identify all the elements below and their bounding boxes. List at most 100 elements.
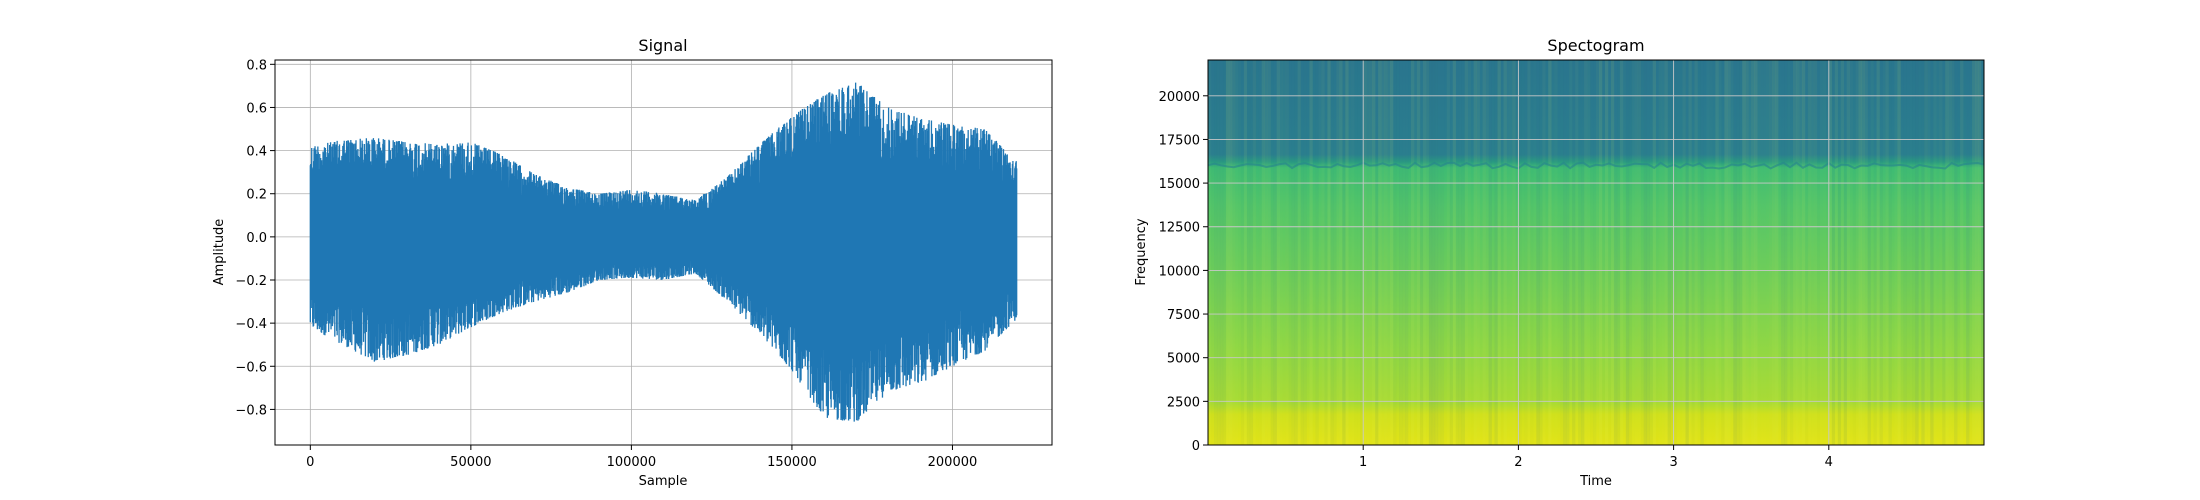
spectrogram-column (1252, 60, 1257, 445)
spectrogram-column (1243, 60, 1248, 445)
spectrogram-column (1455, 60, 1459, 445)
spectrogram-column (1739, 60, 1743, 445)
spectrogram-column (1309, 60, 1313, 445)
spectrogram-column (1792, 60, 1797, 445)
spectrogram-column (1700, 60, 1704, 445)
spectrogram-column (1354, 60, 1357, 445)
spectrogram-column (1709, 60, 1712, 445)
spectrogram-column (1912, 60, 1915, 445)
signal-y-tick-label: 0.0 (246, 231, 267, 246)
spectrogram-column (1867, 60, 1871, 445)
spectrogram-column (1876, 60, 1880, 445)
spectrogram-column (1300, 60, 1304, 445)
spectrogram-cutoff-edge (1208, 161, 1984, 170)
spectrogram-column (1966, 60, 1970, 445)
spectrogram-column (1864, 60, 1868, 445)
spectrogram-title: Spectogram (1547, 36, 1644, 55)
spectrogram-column (1500, 60, 1503, 445)
spectrogram-column (1888, 60, 1892, 445)
signal-x-tick-label: 50000 (450, 455, 491, 470)
spectrogram-column (1366, 60, 1370, 445)
spectrogram-column (1410, 60, 1415, 445)
spectrogram-column (1584, 60, 1588, 445)
spectrogram-column (1578, 60, 1582, 445)
spectrogram-column (1267, 60, 1271, 445)
spectrogram-column (1575, 60, 1578, 445)
spectrogram-column (1975, 60, 1979, 445)
spectrogram-column (1566, 60, 1570, 445)
signal-x-tick-label: 200000 (928, 455, 978, 470)
spectrogram-column (1643, 60, 1648, 445)
spectrogram-column (1273, 60, 1277, 445)
spectrogram-column (1856, 60, 1859, 445)
spectrogram-column (1372, 60, 1376, 445)
spectrogram-y-tick-label: 12500 (1159, 221, 1200, 236)
spectrogram-column (1428, 60, 1433, 445)
spectrogram-column (1261, 60, 1265, 445)
spectrogram-column (1228, 60, 1233, 445)
spectrogram-column (1211, 60, 1214, 445)
spectrogram-column (1900, 60, 1903, 445)
spectrogram-column (1494, 60, 1498, 445)
spectrogram-column (1930, 60, 1934, 445)
spectrogram-column (1754, 60, 1758, 445)
spectrogram-column (1339, 60, 1343, 445)
spectrogram-column (1897, 60, 1901, 445)
signal-y-axis-label: Amplitude (212, 219, 227, 286)
spectrogram-column (1680, 60, 1683, 445)
spectrogram-column (1473, 60, 1477, 445)
spectrogram-x-tick-label: 2 (1514, 455, 1522, 470)
spectrogram-column (1425, 60, 1430, 445)
spectrogram-column (1954, 60, 1958, 445)
spectrogram-column (1521, 60, 1524, 445)
signal-y-tick-label: −0.2 (235, 274, 267, 289)
spectrogram-y-tick-label: 15000 (1159, 177, 1200, 192)
spectrogram-column (1530, 60, 1533, 445)
spectrogram-x-axis-label: Time (1579, 474, 1612, 489)
spectrogram-column (1587, 60, 1590, 445)
spectrogram-column (1464, 60, 1468, 445)
spectrogram-column (1593, 60, 1596, 445)
spectrogram-column (1790, 60, 1793, 445)
spectrogram-column (1351, 60, 1354, 445)
spectrogram-column (1402, 60, 1406, 445)
spectrogram-column (1736, 60, 1740, 445)
spectrogram-column (1345, 60, 1349, 445)
spectrogram-column (1482, 60, 1486, 445)
spectrogram-column (1703, 60, 1706, 445)
spectrogram-y-tick-label: 5000 (1167, 352, 1200, 367)
spectrogram-column (1596, 60, 1599, 445)
signal-y-ticks: −0.8 −0.6 −0.4 −0.2 0.0 0.2 0.4 0.6 0.8 (235, 58, 267, 418)
spectrogram-column (1706, 60, 1709, 445)
spectrogram-column (1256, 60, 1259, 445)
spectrogram-column (1539, 60, 1543, 445)
spectrogram-column (1945, 60, 1949, 445)
spectrogram-column (1674, 60, 1677, 445)
spectrogram-column (1697, 60, 1700, 445)
spectrogram-column (1763, 60, 1766, 445)
spectrogram-column (1468, 60, 1471, 445)
spectrogram-column (1235, 60, 1238, 445)
spectrogram-column (1216, 60, 1221, 445)
spectrogram-column (1399, 60, 1403, 445)
spectrogram-column (1444, 60, 1447, 445)
spectrogram-column (1840, 60, 1845, 445)
spectrogram-column (1390, 60, 1394, 445)
spectrogram-column (1602, 60, 1605, 445)
spectrogram-column (1850, 60, 1853, 445)
spectrogram-column (1381, 60, 1385, 445)
spectrogram-column (1909, 60, 1912, 445)
spectrogram-column (1563, 60, 1567, 445)
signal-axes-frame (274, 59, 1053, 446)
spectrogram-column (1524, 60, 1527, 445)
spectrogram-column (1333, 60, 1336, 445)
spectrogram-column (1363, 60, 1367, 445)
spectrogram-column (1357, 60, 1360, 445)
spectrogram-column (1375, 60, 1379, 445)
spectrogram-column (1289, 60, 1292, 445)
spectrogram-column (1960, 60, 1964, 445)
spectrogram-column (1560, 60, 1563, 445)
spectrogram-texture (1208, 60, 1984, 445)
spectrogram-column (1225, 60, 1230, 445)
spectrogram-column (1512, 60, 1516, 445)
